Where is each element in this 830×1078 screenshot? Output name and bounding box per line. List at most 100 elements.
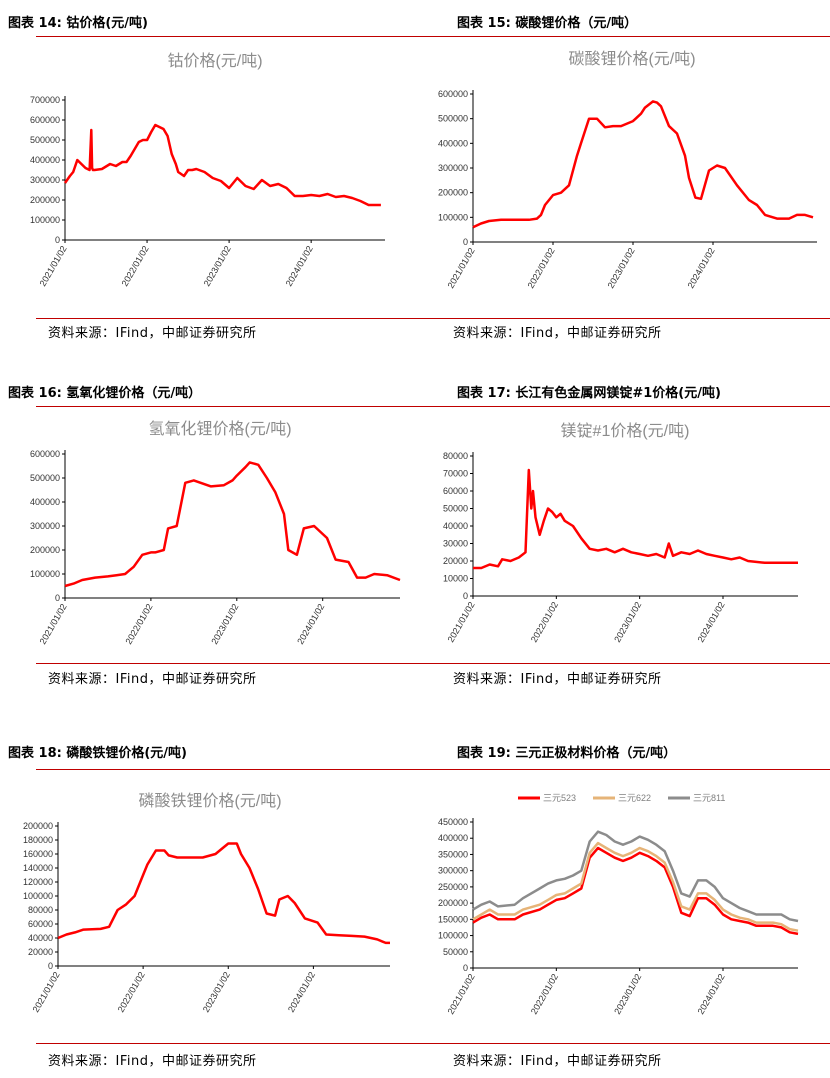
y-tick-label: 300000 (30, 175, 60, 185)
y-tick-label: 10000 (443, 574, 468, 584)
chart-title: 磷酸铁锂价格(元/吨) (138, 792, 281, 810)
y-tick-label: 40000 (28, 933, 53, 943)
source-note: 资料来源：IFind，中邮证券研究所 (48, 672, 257, 687)
figure-number: 图表 16: (8, 386, 62, 401)
y-tick-label: 180000 (23, 835, 53, 845)
y-tick-label: 140000 (23, 863, 53, 873)
y-tick-label: 160000 (23, 849, 53, 859)
y-tick-label: 600000 (438, 89, 468, 99)
series-line (64, 461, 401, 588)
source-note: 资料来源：IFind，中邮证券研究所 (48, 326, 257, 341)
y-tick-label: 120000 (23, 877, 53, 887)
y-tick-label: 300000 (438, 866, 468, 876)
y-tick-label: 600000 (30, 449, 60, 459)
legend-label: 三元622 (618, 793, 651, 803)
figure-16: 图表 16: 氢氧化锂价格（元/吨） 氢氧化锂价格(元/吨) 0 100000 200… (0, 370, 415, 720)
y-tick-label: 400000 (30, 497, 60, 507)
series-line (57, 842, 390, 945)
title-rule (36, 769, 415, 770)
source-rule (36, 318, 415, 319)
y-tick-label: 500000 (438, 114, 468, 124)
x-tick-label: 2021/01/02 (446, 246, 477, 290)
source-rule (36, 1043, 415, 1044)
x-tick-label: 2022/01/02 (526, 246, 557, 290)
chart-title: 氢氧化锂价格(元/吨) (148, 420, 291, 438)
y-tick-label: 250000 (438, 882, 468, 892)
figure-19: 图表 19: 三元正极材料价格（元/吨） 0 50000 100000 150000 2… (415, 730, 830, 1078)
y-tick-label: 30000 (443, 539, 468, 549)
y-tick-label: 400000 (438, 833, 468, 843)
y-tick-label: 60000 (28, 919, 53, 929)
figure-15: 图表 15: 碳酸锂价格（元/吨） 碳酸锂价格(元/吨) 0 100000 20000… (415, 0, 830, 350)
figure-number: 图表 15: (457, 16, 511, 31)
y-tick-label: 100000 (438, 931, 468, 941)
figure-name: 磷酸铁锂价格(元/吨) (66, 746, 187, 761)
figure-17: 图表 17: 长江有色金属网镁锭#1价格(元/吨) 镁锭#1价格(元/吨) 0 10… (415, 370, 830, 720)
y-tick-label: 20000 (28, 947, 53, 957)
figure-title: 图表 18: 磷酸铁锂价格(元/吨) (0, 742, 415, 761)
x-tick-label: 2021/01/02 (31, 970, 62, 1014)
lithium-hydroxide-price-chart: 氢氧化锂价格(元/吨) 0 100000 200000 300000 400000 5000… (30, 420, 401, 646)
figure-number: 图表 19: (457, 746, 511, 761)
figure-name: 钴价格(元/吨) (66, 16, 148, 31)
title-rule (36, 406, 415, 407)
x-tick-label: 2024/01/02 (295, 602, 326, 646)
title-rule (415, 406, 830, 407)
series-line (473, 468, 798, 570)
x-tick-label: 2023/01/02 (612, 600, 643, 644)
y-tick-label: 300000 (438, 163, 468, 173)
title-rule (415, 769, 830, 770)
x-tick-label: 2023/01/02 (201, 970, 232, 1014)
y-tick-label: 400000 (30, 155, 60, 165)
chart-title: 碳酸锂价格(元/吨) (568, 50, 695, 68)
series-line (472, 100, 814, 229)
x-tick-label: 2024/01/02 (696, 972, 727, 1016)
ternary-cathode-price-chart: 0 50000 100000 150000 200000 250000 300000 3500… (438, 793, 799, 1016)
x-tick-label: 2023/01/02 (612, 972, 643, 1016)
series-line (472, 846, 799, 936)
title-rule (415, 36, 830, 37)
y-tick-label: 200000 (23, 821, 53, 831)
y-tick-label: 50000 (443, 504, 468, 514)
cobalt-price-chart: 钴价格(元/吨) 0 100000 200000 300000 400000 500000 6… (30, 52, 385, 288)
x-tick-label: 2021/01/02 (38, 244, 69, 288)
y-tick-label: 500000 (30, 473, 60, 483)
figure-title: 图表 19: 三元正极材料价格（元/吨） (415, 742, 830, 761)
x-tick-label: 2022/01/02 (123, 602, 154, 646)
figure-title: 图表 14: 钴价格(元/吨) (0, 12, 415, 31)
y-tick-label: 0 (463, 963, 468, 973)
x-tick-label: 2024/01/02 (696, 600, 727, 644)
figure-title: 图表 15: 碳酸锂价格（元/吨） (415, 12, 830, 31)
x-tick-label: 2024/01/02 (286, 970, 317, 1014)
figure-number: 图表 14: (8, 16, 62, 31)
y-tick-label: 200000 (438, 188, 468, 198)
y-tick-label: 60000 (443, 486, 468, 496)
source-rule (415, 318, 830, 319)
y-tick-label: 300000 (30, 521, 60, 531)
x-tick-label: 2021/01/02 (446, 600, 477, 644)
y-tick-label: 450000 (438, 817, 468, 827)
y-tick-label: 100000 (438, 212, 468, 222)
y-tick-label: 20000 (443, 556, 468, 566)
chart-title: 钴价格(元/吨) (167, 52, 262, 70)
legend-label: 三元811 (693, 793, 725, 803)
figure-name: 氢氧化锂价格（元/吨） (66, 386, 202, 401)
figure-number: 图表 17: (457, 386, 511, 401)
y-tick-label: 0 (55, 593, 60, 603)
series-line (472, 830, 799, 923)
y-tick-label: 50000 (443, 947, 468, 957)
series-line (472, 841, 799, 932)
y-tick-label: 350000 (438, 849, 468, 859)
x-tick-label: 2023/01/02 (202, 244, 233, 288)
y-tick-label: 500000 (30, 135, 60, 145)
figure-name: 三元正极材料价格（元/吨） (515, 746, 677, 761)
chart-title: 镁锭#1价格(元/吨) (561, 422, 690, 440)
y-tick-label: 0 (55, 235, 60, 245)
y-tick-label: 200000 (30, 545, 60, 555)
figure-name: 碳酸锂价格（元/吨） (515, 16, 638, 31)
x-tick-label: 2022/01/02 (529, 972, 560, 1016)
x-tick-label: 2024/01/02 (686, 246, 717, 290)
x-tick-label: 2024/01/02 (284, 244, 315, 288)
source-rule (415, 1043, 830, 1044)
x-tick-label: 2023/01/02 (209, 602, 240, 646)
